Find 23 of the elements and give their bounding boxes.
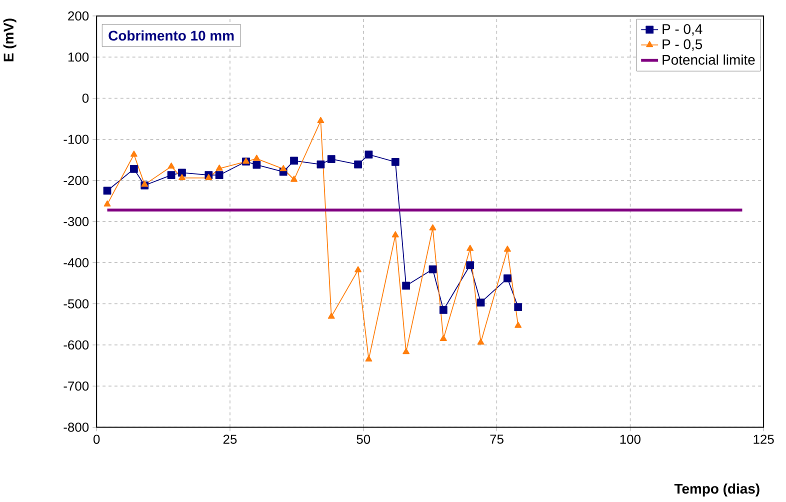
y-tick-label: 0 bbox=[82, 93, 89, 103]
x-axis-title: Tempo (dias) bbox=[674, 483, 760, 496]
legend-label: P - 0,5 bbox=[662, 39, 702, 51]
text: Cobrimento 10 mm bbox=[108, 30, 234, 40]
x-tick-label: 100 bbox=[620, 434, 640, 444]
y-tick-label: 200 bbox=[68, 11, 89, 20]
y-tick-label: -100 bbox=[64, 134, 89, 144]
y-tick-label: 100 bbox=[68, 52, 89, 62]
y-tick-label: -700 bbox=[64, 381, 89, 390]
y-tick-label: -400 bbox=[64, 258, 89, 268]
legend-label: Potencial limite bbox=[662, 54, 755, 65]
x-tick-label: 75 bbox=[490, 434, 504, 444]
y-tick-label: -300 bbox=[64, 216, 89, 226]
y-tick-label: -500 bbox=[64, 299, 89, 308]
y-tick-label: -600 bbox=[64, 340, 89, 350]
x-tick-label: 25 bbox=[223, 434, 237, 444]
x-tick-label: 125 bbox=[754, 434, 774, 444]
legend-label: P - 0,4 bbox=[662, 24, 702, 36]
y-axis-title: E (mV) bbox=[3, 18, 16, 61]
x-tick-label: 0 bbox=[94, 434, 100, 444]
y-tick-label: -200 bbox=[64, 176, 89, 185]
x-tick-label: 50 bbox=[356, 434, 370, 444]
y-tick-label: -800 bbox=[64, 422, 89, 432]
